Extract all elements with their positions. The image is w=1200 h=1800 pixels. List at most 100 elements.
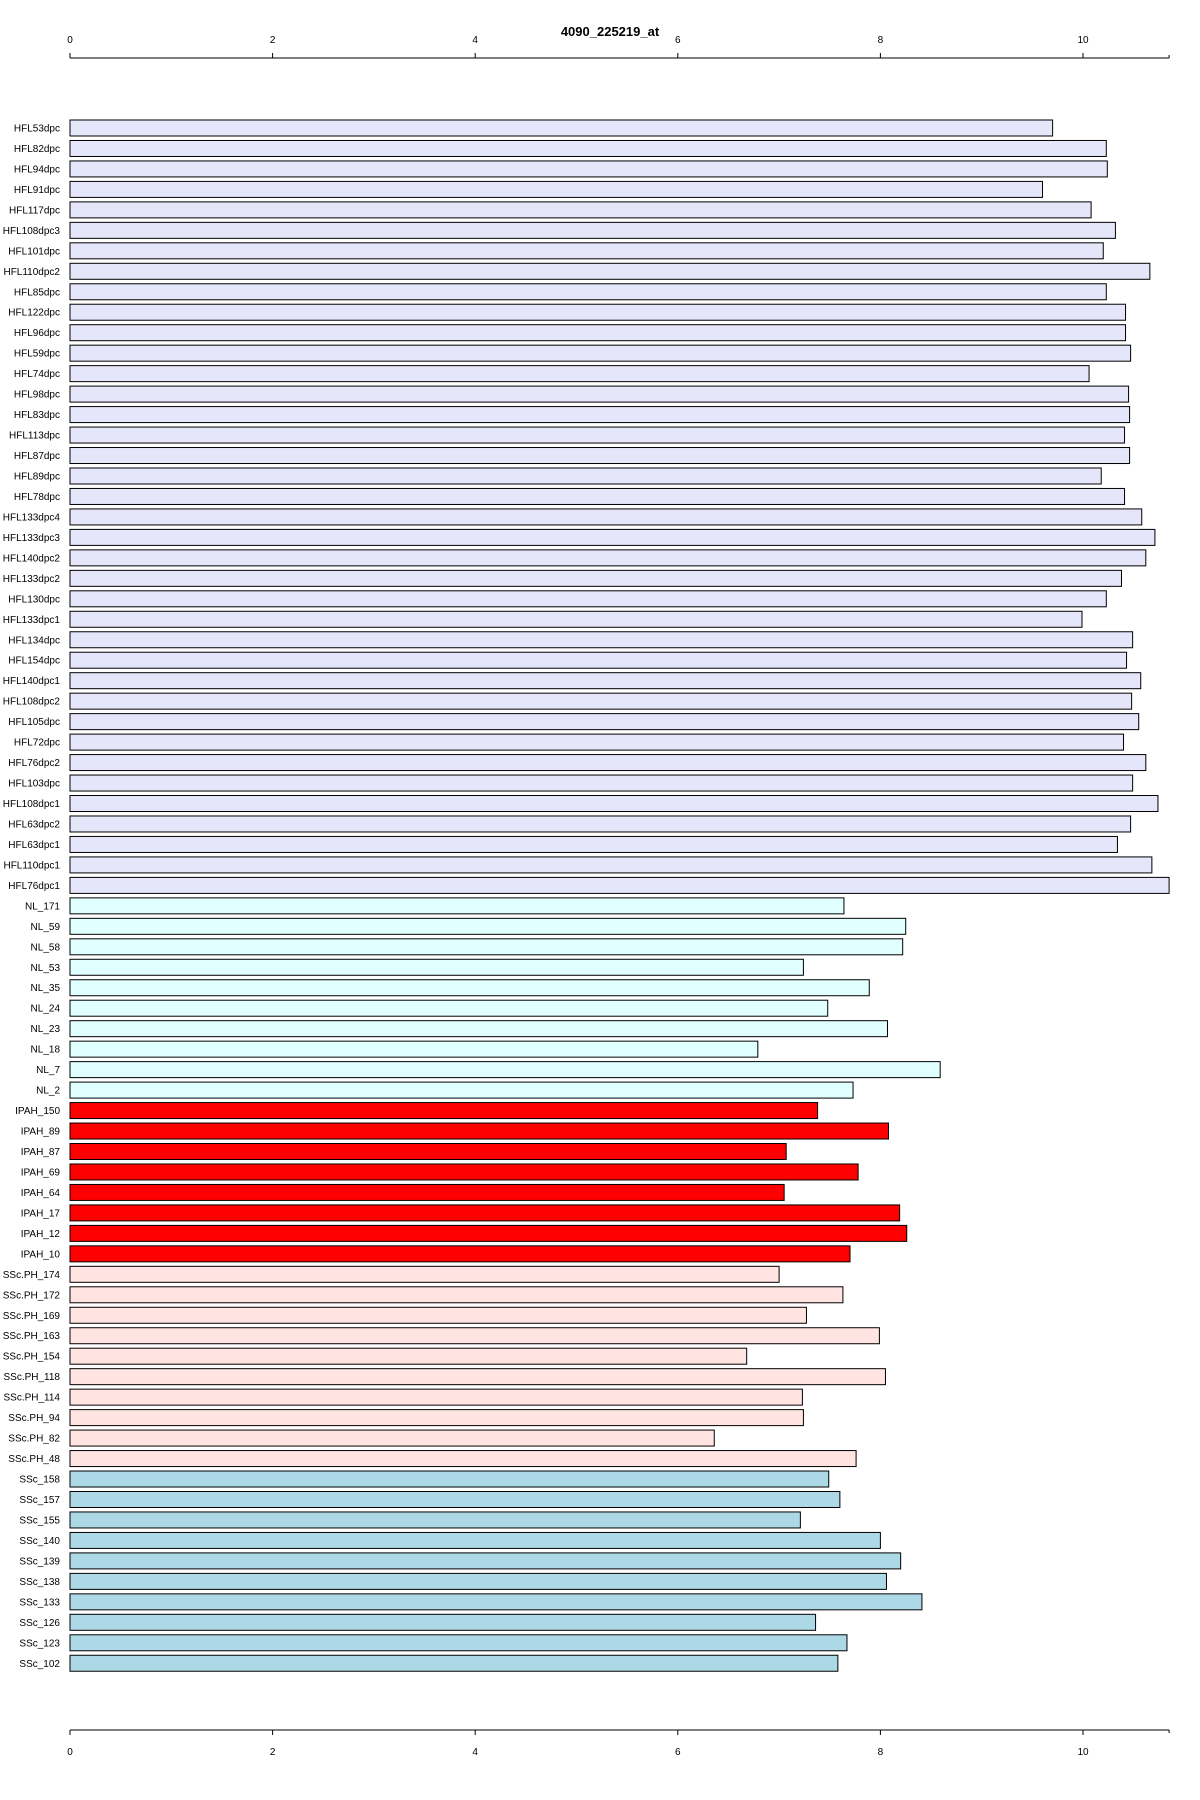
bar <box>69 876 1170 894</box>
category-label: IPAH_10 <box>21 1249 61 1260</box>
bar <box>69 262 1151 280</box>
category-label: NL_18 <box>31 1045 61 1056</box>
bar <box>69 856 1153 874</box>
bar <box>69 180 1043 198</box>
category-label: SSc.PH_94 <box>8 1413 60 1424</box>
bar <box>69 303 1127 321</box>
category-label: SSc_140 <box>19 1536 60 1547</box>
category-label: SSc.PH_174 <box>3 1270 61 1281</box>
category-label: SSc.PH_82 <box>8 1434 60 1445</box>
bar <box>69 487 1126 505</box>
category-label: HFL154dpc <box>8 656 60 667</box>
bar <box>69 979 870 997</box>
bar <box>69 1061 941 1079</box>
bar <box>69 1163 859 1181</box>
bottom-tick-label: 10 <box>1077 1747 1089 1758</box>
bar <box>69 385 1130 403</box>
category-label: SSc_133 <box>19 1597 60 1608</box>
bar <box>69 774 1134 792</box>
category-label: IPAH_64 <box>21 1188 61 1199</box>
top-tick-label: 0 <box>67 35 73 46</box>
category-label: HFL53dpc <box>14 124 60 135</box>
bar <box>69 1368 886 1386</box>
bar <box>69 815 1132 833</box>
category-label: SSc.PH_118 <box>3 1372 60 1383</box>
category-label: HFL133dpc4 <box>3 512 61 523</box>
bar <box>69 1552 902 1570</box>
bar <box>69 221 1116 239</box>
bar <box>69 795 1159 813</box>
category-label: HFL63dpc2 <box>8 819 60 830</box>
category-label: SSc.PH_172 <box>3 1290 61 1301</box>
top-tick-label: 2 <box>270 35 276 46</box>
category-label: HFL103dpc <box>8 779 60 790</box>
bar <box>69 1634 848 1652</box>
category-label: HFL110dpc2 <box>3 267 60 278</box>
category-labels: HFL53dpc HFL82dpc HFL94dpc HFL91dpc HFL117dp… <box>3 124 61 1670</box>
bar <box>69 406 1131 424</box>
category-label: HFL78dpc <box>14 492 60 503</box>
category-label: HFL134dpc <box>8 635 60 646</box>
bar <box>69 897 845 915</box>
category-label: SSc_138 <box>19 1577 60 1588</box>
bar <box>69 1286 844 1304</box>
bar <box>69 692 1133 710</box>
category-label: SSc_102 <box>19 1659 60 1670</box>
bar <box>69 1347 748 1365</box>
category-label: NL_59 <box>31 922 61 933</box>
bar <box>69 1020 888 1038</box>
bottom-tick-label: 6 <box>675 1747 681 1758</box>
category-label: SSc_123 <box>19 1638 60 1649</box>
category-label: HFL105dpc <box>8 717 60 728</box>
bar <box>69 139 1107 157</box>
bar <box>69 426 1126 444</box>
category-label: HFL140dpc2 <box>3 553 61 564</box>
bottom-tick-label: 4 <box>472 1747 478 1758</box>
bar <box>69 631 1134 649</box>
bar <box>69 1224 908 1242</box>
bar <box>69 467 1102 485</box>
bar <box>69 1306 807 1324</box>
category-label: IPAH_69 <box>21 1167 61 1178</box>
bottom-tick-label: 8 <box>878 1747 884 1758</box>
bar <box>69 754 1147 772</box>
category-label: HFL108dpc1 <box>3 799 61 810</box>
category-label: HFL108dpc3 <box>3 226 61 237</box>
category-label: HFL76dpc2 <box>8 758 60 769</box>
bar <box>69 958 804 976</box>
bar <box>69 1613 817 1631</box>
category-label: HFL83dpc <box>14 410 60 421</box>
category-label: HFL113dpc <box>9 431 60 442</box>
bottom-axis: 0 2 4 6 8 10 <box>67 1729 1170 1758</box>
bar <box>69 651 1128 669</box>
bar <box>69 1450 857 1468</box>
top-tick-label: 10 <box>1077 35 1089 46</box>
category-label: SSc.PH_163 <box>3 1331 61 1342</box>
bar <box>69 672 1142 690</box>
bar <box>69 1429 715 1447</box>
category-label: HFL98dpc <box>14 390 60 401</box>
category-label: SSc.PH_114 <box>3 1393 60 1404</box>
category-label: IPAH_150 <box>15 1106 60 1117</box>
category-label: HFL76dpc1 <box>8 881 60 892</box>
category-label: NL_7 <box>36 1065 60 1076</box>
bar <box>69 1245 851 1263</box>
bar <box>69 1470 830 1488</box>
category-label: NL_58 <box>31 942 61 953</box>
category-label: HFL87dpc <box>14 451 60 462</box>
bar <box>69 1593 923 1611</box>
bottom-tick-label: 2 <box>270 1747 276 1758</box>
bar <box>69 1531 881 1549</box>
category-label: NL_171 <box>25 901 60 912</box>
top-tick-label: 4 <box>472 35 478 46</box>
category-label: IPAH_89 <box>21 1127 61 1138</box>
category-label: IPAH_12 <box>21 1229 61 1240</box>
category-label: SSc_139 <box>19 1556 60 1567</box>
bar <box>69 938 904 956</box>
bar <box>69 1040 759 1058</box>
bars-group <box>69 119 1170 1672</box>
top-axis: 0 2 4 6 8 10 <box>67 35 1170 59</box>
category-label: IPAH_87 <box>21 1147 61 1158</box>
bar <box>69 1183 785 1201</box>
